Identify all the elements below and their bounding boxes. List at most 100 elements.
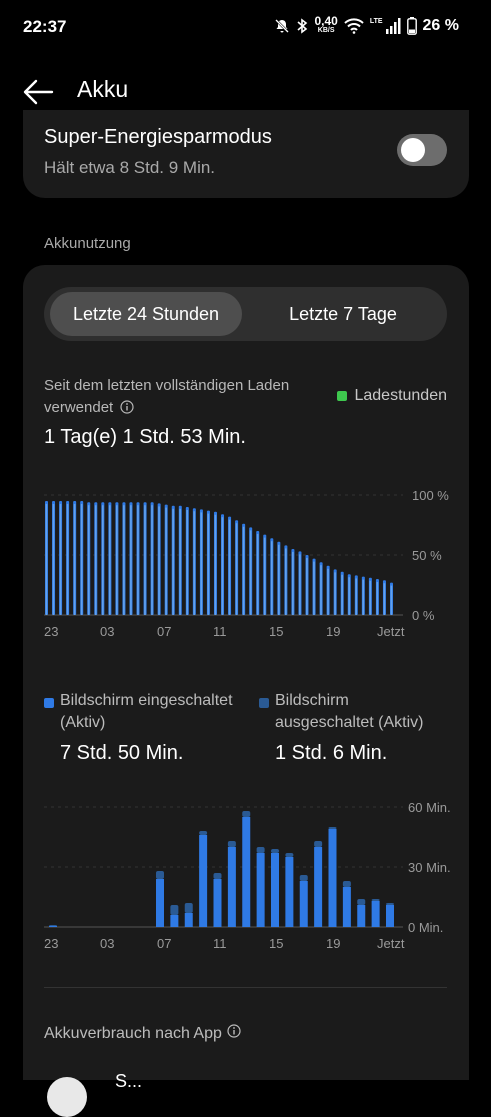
x-tick-label: Jetzt (377, 624, 405, 639)
app-bar: Akku (0, 66, 491, 118)
level-bar-highlight (108, 505, 111, 615)
charging-legend-label: Ladestunden (354, 387, 447, 404)
tab-last-7-days[interactable]: Letzte 7 Tage (289, 303, 397, 324)
level-bar-highlight (348, 577, 350, 615)
level-bar-highlight (94, 505, 97, 615)
level-bar-highlight (59, 504, 62, 615)
level-bar-highlight (116, 505, 118, 615)
level-bar-highlight (214, 514, 217, 615)
battery-percent: 26 % (422, 16, 459, 34)
screen-on-bar (170, 915, 179, 927)
screen-on-bar (285, 857, 294, 927)
toggle-knob (401, 138, 425, 162)
screen-on-bar (49, 926, 57, 927)
level-bar-highlight (256, 534, 259, 615)
net-speed-unit: KB/S (317, 27, 335, 34)
info-icon[interactable] (227, 1024, 241, 1043)
bluetooth-icon (296, 17, 308, 34)
green-legend-dot (337, 391, 348, 401)
net-speed-value: 0,40 (314, 14, 338, 28)
x-tick-label: 19 (326, 936, 340, 951)
screen-on-dot (44, 698, 54, 708)
page-title: Akku (77, 76, 129, 102)
level-bar-highlight (313, 561, 315, 615)
level-bar-highlight (172, 508, 174, 615)
screen-on-bar (199, 835, 208, 927)
time-range-tabs: Letzte 24 Stunden Letzte 7 Tage (44, 287, 447, 341)
net-label: LTE (369, 17, 383, 25)
screen-off-value: 1 Std. 6 Min. (275, 742, 388, 764)
level-bar-highlight (242, 526, 245, 615)
y-tick-label: 30 Min. (408, 860, 451, 875)
level-bar-highlight (369, 580, 372, 615)
level-bar-highlight (306, 558, 308, 615)
level-y-ticks: 100 % 50 % 0 % (412, 488, 449, 623)
power-saver-card[interactable]: Super-Energiesparmodus Hält etwa 8 Std. … (23, 110, 469, 198)
level-bar-highlight (144, 505, 146, 615)
status-bar: 22:37 0,40 KB/S LTE 26 % (0, 0, 491, 54)
screen-x-ticks: 23 03 07 11 15 19 Jetzt (44, 936, 405, 951)
level-bar-highlight (284, 548, 287, 615)
level-x-ticks: 23 03 07 11 15 19 Jetzt (44, 624, 405, 639)
charging-legend: Ladestunden (337, 387, 447, 405)
y-tick-label: 0 Min. (408, 920, 443, 935)
level-bar-highlight (320, 565, 322, 615)
tab-last-24-hours[interactable]: Letzte 24 Stunden (50, 292, 242, 336)
x-tick-label: Jetzt (377, 936, 405, 951)
screen-on-bar (227, 847, 236, 927)
network-speed: 0,40 KB/S (314, 14, 338, 35)
battery-icon (406, 16, 417, 35)
screen-off-label: Bildschirm ausgeschaltet (Aktiv) (275, 690, 450, 734)
app-row-label[interactable]: S... (115, 1071, 143, 1091)
screen-on-bar (371, 901, 380, 927)
level-bar-highlight (165, 507, 167, 615)
level-bar-highlight (66, 504, 69, 615)
x-tick-label: 15 (269, 624, 283, 639)
screen-off-bar (199, 831, 208, 835)
screen-on-bar (299, 881, 308, 927)
level-bar-highlight (362, 579, 365, 615)
screen-on-bar (342, 887, 351, 927)
screen-on-label: Bildschirm eingeschaltet (Aktiv) (60, 690, 235, 734)
usage-since-text: Seit dem letzten vollständigen Laden ver… (44, 375, 294, 421)
level-bar-highlight (193, 511, 196, 615)
x-tick-label: 03 (100, 624, 114, 639)
level-grid (44, 494, 403, 616)
x-tick-label: 07 (157, 936, 171, 951)
screen-on-value: 7 Std. 50 Min. (60, 742, 184, 764)
info-icon[interactable] (120, 399, 134, 421)
level-bar-highlight (45, 504, 48, 615)
screen-off-bar (328, 827, 337, 829)
level-bar-highlight (179, 508, 181, 615)
screen-off-bar (256, 847, 265, 853)
level-bar-highlight (249, 530, 252, 615)
screen-on-label-text: Bildschirm eingeschaltet (Aktiv) (60, 692, 233, 731)
screen-on-bar (256, 853, 265, 927)
level-bars (45, 501, 393, 615)
screen-off-bar (227, 841, 236, 847)
screen-off-bar (184, 903, 193, 913)
screen-on-bar (184, 913, 193, 927)
power-saver-toggle[interactable] (397, 134, 447, 166)
y-tick-label: 0 % (412, 608, 435, 623)
level-bar-highlight (158, 506, 160, 615)
level-bar-highlight (228, 519, 231, 615)
screen-off-bar (170, 905, 179, 915)
screen-on-bar (213, 879, 222, 927)
screen-bars (49, 811, 394, 927)
screen-on-bar (328, 829, 337, 927)
screen-on-bar (271, 853, 279, 927)
level-bar-highlight (334, 572, 336, 615)
power-saver-subtitle: Hält etwa 8 Std. 9 Min. (44, 158, 216, 177)
status-time: 22:37 (23, 17, 67, 36)
level-bar-highlight (52, 504, 55, 615)
level-bar-highlight (292, 552, 294, 615)
level-bar-highlight (123, 505, 125, 615)
mute-bell-icon (274, 18, 290, 34)
back-arrow-icon[interactable] (22, 76, 54, 108)
power-saver-title: Super-Energiesparmodus (44, 126, 272, 148)
app-icon[interactable] (47, 1077, 87, 1117)
app-usage-title: Akkuverbrauch nach App (44, 1024, 241, 1043)
total-usage-time: 1 Tag(e) 1 Std. 53 Min. (44, 426, 246, 448)
level-bar-highlight (355, 578, 357, 615)
